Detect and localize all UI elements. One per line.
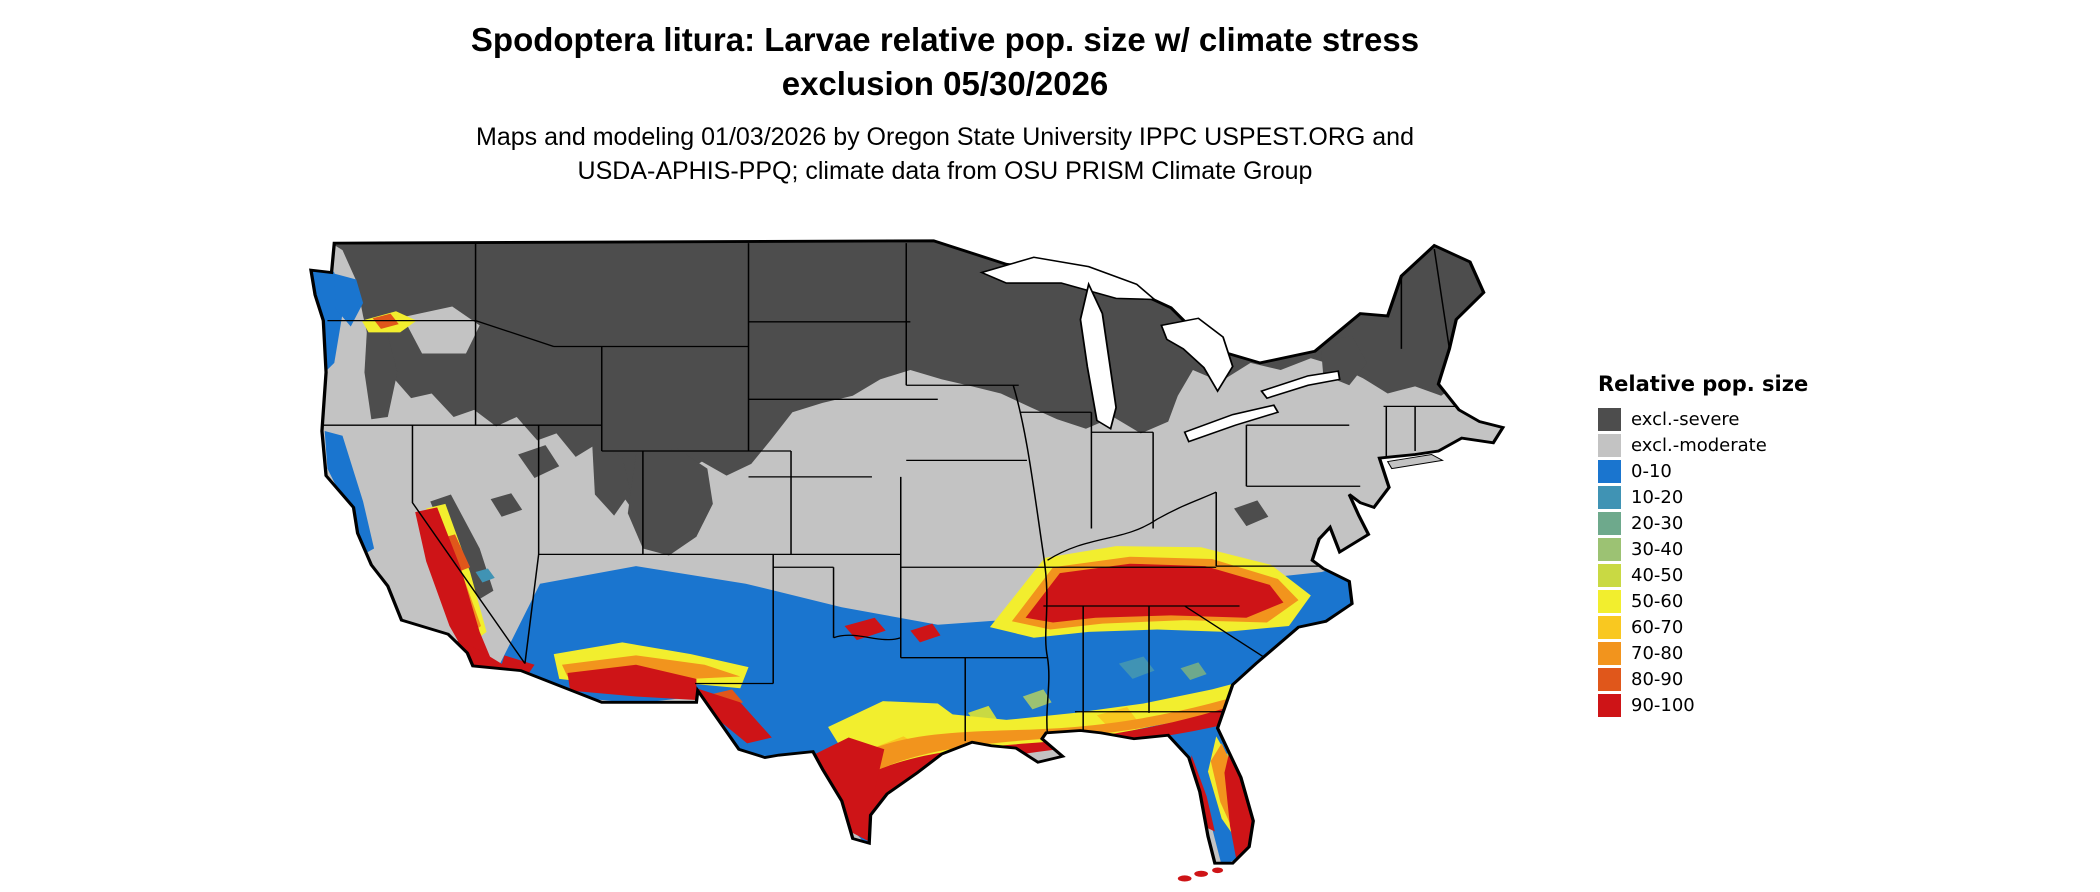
region-pop-20-30-ga <box>1180 662 1207 681</box>
legend-swatch <box>1598 693 1621 717</box>
region-pop-90-100-az-nm-border <box>567 664 697 700</box>
region-excl-severe-colorado-rockies <box>627 448 713 556</box>
legend-label: excl.-moderate <box>1631 434 1767 456</box>
figure-header: Spodoptera litura: Larvae relative pop. … <box>0 18 1890 188</box>
lake-huron <box>1160 317 1234 393</box>
region-excl-severe-appalachia <box>1234 500 1269 527</box>
state-borders <box>310 243 1459 742</box>
legend-label: excl.-severe <box>1631 408 1740 430</box>
region-pop-80-90-ga-sc <box>1255 672 1295 696</box>
legend-swatch <box>1598 485 1621 509</box>
legend-item: 40-50 <box>1598 562 1808 588</box>
map-title-line2: exclusion 05/30/2026 <box>781 64 1109 102</box>
region-pop-30-40-ms <box>1022 689 1052 710</box>
legend-item: 60-70 <box>1598 614 1808 640</box>
region-pop-90-100-west-texas <box>696 688 772 744</box>
legend-title: Relative pop. size <box>1598 372 1809 396</box>
legend-label: 50-60 <box>1631 590 1684 612</box>
legend-swatch <box>1598 511 1621 535</box>
florida-key-1 <box>1177 875 1192 882</box>
legend-swatch <box>1598 537 1621 561</box>
legend-item: excl.-moderate <box>1598 432 1808 458</box>
region-pop-90-100-tn-band <box>1025 563 1284 623</box>
us-map-svg <box>309 239 1506 882</box>
legend: Relative pop. size excl.-severe excl.-mo… <box>1598 372 1808 718</box>
legend-item: 20-30 <box>1598 510 1808 536</box>
legend-label: 20-30 <box>1631 512 1684 534</box>
region-group-pop-20-30 <box>1180 662 1207 681</box>
us-outline <box>309 239 1506 865</box>
legend-item: 50-60 <box>1598 588 1808 614</box>
region-pop-10-20-al <box>1118 656 1155 679</box>
region-pop-90-100-south-texas <box>812 737 885 841</box>
florida-key-2 <box>1194 870 1208 877</box>
legend-item: 70-80 <box>1598 640 1808 666</box>
lake-ontario <box>1260 370 1341 400</box>
legend-swatch <box>1598 615 1621 639</box>
region-pop-90-100-nc-coast <box>1312 622 1340 643</box>
legend-label: 70-80 <box>1631 642 1684 664</box>
region-pop-0-10-ca-coast <box>324 431 375 556</box>
legend-label: 30-40 <box>1631 538 1684 560</box>
legend-label: 10-20 <box>1631 486 1684 508</box>
legend-item: 30-40 <box>1598 536 1808 562</box>
region-pop-50-60-delmarva-halo <box>1373 502 1414 551</box>
legend-swatch <box>1598 407 1621 431</box>
region-pop-70-80-gulf <box>848 680 1299 779</box>
legend-label: 40-50 <box>1631 564 1684 586</box>
us-choropleth-map <box>300 222 1555 882</box>
map-subtitle-line1: Maps and modeling 01/03/2026 by Oregon S… <box>476 123 1414 152</box>
region-group-pop-10-20 <box>475 568 1155 679</box>
great-lakes <box>979 256 1341 443</box>
florida-keys <box>1177 867 1224 882</box>
legend-item: 0-10 <box>1598 458 1808 484</box>
legend-swatch <box>1598 433 1621 457</box>
map-subtitle-line2: USDA-APHIS-PPQ; climate data from OSU PR… <box>577 156 1313 185</box>
region-group-excl-moderate-patches <box>402 306 480 354</box>
legend-label: 0-10 <box>1631 460 1672 482</box>
map-title-line1: Spodoptera litura: Larvae relative pop. … <box>470 21 1420 58</box>
region-pop-10-20-ca <box>475 568 495 583</box>
region-pop-50-60-nc <box>1308 631 1339 653</box>
legend-label: 80-90 <box>1631 668 1684 690</box>
region-pop-90-100-ar-speck <box>910 623 941 643</box>
long-island <box>1386 454 1445 470</box>
legend-swatch <box>1598 589 1621 613</box>
lake-superior <box>979 256 1157 301</box>
legend-swatch <box>1598 459 1621 483</box>
region-pop-0-10-puget <box>334 273 364 327</box>
region-excl-moderate-columbia-basin <box>402 306 480 354</box>
legend-swatch <box>1598 667 1621 691</box>
region-pop-90-100-delmarva <box>1376 507 1411 552</box>
legend-swatch <box>1598 563 1621 587</box>
region-pop-90-100-sc-coast <box>1271 655 1296 673</box>
legend-label: 90-100 <box>1631 694 1695 716</box>
region-excl-severe-cascades <box>364 319 398 420</box>
legend-item: 80-90 <box>1598 666 1808 692</box>
lake-michigan <box>1079 281 1117 430</box>
region-excl-severe-nevada-2 <box>490 493 523 517</box>
legend-item: excl.-severe <box>1598 406 1808 432</box>
legend-item: 10-20 <box>1598 484 1808 510</box>
region-pop-90-100-ca-valley <box>415 507 494 668</box>
florida-key-3 <box>1212 867 1224 874</box>
region-excl-severe-utah-mtns <box>592 442 631 516</box>
region-pop-90-100-ok-speck <box>844 617 886 641</box>
legend-swatch <box>1598 641 1621 665</box>
legend-label: 60-70 <box>1631 616 1684 638</box>
legend-item: 90-100 <box>1598 692 1808 718</box>
map-subtitle: Maps and modeling 01/03/2026 by Oregon S… <box>0 121 1890 188</box>
lake-erie <box>1183 404 1280 443</box>
